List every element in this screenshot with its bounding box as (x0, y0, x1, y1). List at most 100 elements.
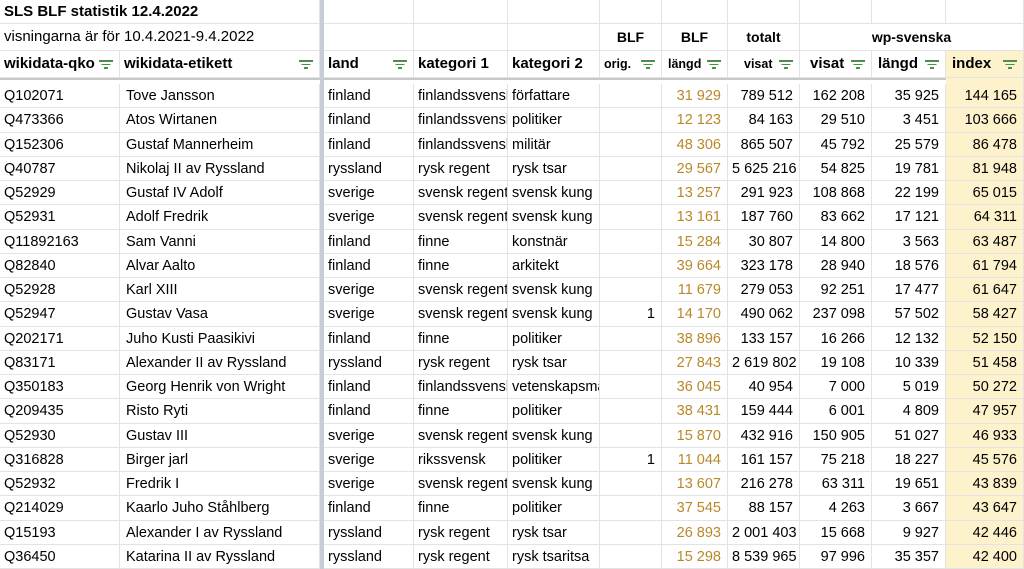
cell-qko[interactable]: Q350183 (0, 375, 120, 400)
cell-orig[interactable] (600, 84, 662, 109)
cell-etikett[interactable]: Gustaf Mannerheim (120, 132, 320, 157)
empty-cell[interactable] (800, 0, 872, 24)
cell-etikett[interactable]: Adolf Fredrik (120, 205, 320, 230)
cell-index[interactable]: 61 794 (946, 253, 1024, 278)
cell-wp-visat[interactable]: 28 940 (800, 253, 872, 278)
cell-wp-langd[interactable]: 35 925 (872, 84, 946, 109)
cell-kategori-2[interactable]: svensk kung (508, 302, 600, 327)
cell-wp-visat[interactable]: 162 208 (800, 84, 872, 109)
cell-blf-langd[interactable]: 13 257 (662, 181, 728, 206)
cell-totalt-visat[interactable]: 291 923 (728, 181, 800, 206)
cell-qko[interactable]: Q52930 (0, 423, 120, 448)
header-orig[interactable]: orig. (600, 51, 662, 78)
cell-blf-langd[interactable]: 38 431 (662, 399, 728, 424)
cell-kategori-1[interactable]: rysk regent (414, 520, 508, 545)
cell-blf-langd[interactable]: 29 567 (662, 156, 728, 181)
cell-wp-langd[interactable]: 5 019 (872, 375, 946, 400)
cell-totalt-visat[interactable]: 30 807 (728, 229, 800, 254)
cell-kategori-2[interactable]: svensk kung (508, 423, 600, 448)
cell-land[interactable]: sverige (324, 278, 414, 303)
cell-qko[interactable]: Q40787 (0, 156, 120, 181)
cell-wp-visat[interactable]: 45 792 (800, 132, 872, 157)
cell-blf-langd[interactable]: 15 870 (662, 423, 728, 448)
cell-index[interactable]: 43 647 (946, 496, 1024, 521)
cell-wp-visat[interactable]: 7 000 (800, 375, 872, 400)
cell-land[interactable]: finland (324, 399, 414, 424)
cell-kategori-1[interactable]: rysk regent (414, 544, 508, 569)
cell-kategori-2[interactable]: vetenskapsman (508, 375, 600, 400)
cell-kategori-1[interactable]: svensk regent (414, 423, 508, 448)
cell-index[interactable]: 45 576 (946, 447, 1024, 472)
cell-kategori-2[interactable]: svensk kung (508, 278, 600, 303)
cell-totalt-visat[interactable]: 8 539 965 (728, 544, 800, 569)
cell-wp-visat[interactable]: 97 996 (800, 544, 872, 569)
cell-kategori-1[interactable]: rysk regent (414, 156, 508, 181)
cell-land[interactable]: sverige (324, 447, 414, 472)
cell-land[interactable]: finland (324, 375, 414, 400)
cell-kategori-1[interactable]: rysk regent (414, 350, 508, 375)
cell-kategori-2[interactable]: politiker (508, 399, 600, 424)
cell-etikett[interactable]: Gustav Vasa (120, 302, 320, 327)
filter-icon[interactable] (851, 60, 865, 69)
cell-index[interactable]: 63 487 (946, 229, 1024, 254)
header-qko[interactable]: wikidata-qko (0, 51, 120, 78)
empty-cell[interactable] (872, 0, 946, 24)
filter-icon[interactable] (299, 60, 313, 69)
cell-qko[interactable]: Q316828 (0, 447, 120, 472)
group-blf-orig[interactable]: BLF (600, 24, 662, 51)
cell-index[interactable]: 58 427 (946, 302, 1024, 327)
cell-land[interactable]: sverige (324, 472, 414, 497)
cell-qko[interactable]: Q152306 (0, 132, 120, 157)
cell-totalt-visat[interactable]: 40 954 (728, 375, 800, 400)
cell-qko[interactable]: Q52947 (0, 302, 120, 327)
cell-blf-langd[interactable]: 48 306 (662, 132, 728, 157)
cell-wp-langd[interactable]: 19 651 (872, 472, 946, 497)
filter-icon[interactable] (641, 60, 655, 69)
cell-totalt-visat[interactable]: 159 444 (728, 399, 800, 424)
cell-blf-langd[interactable]: 26 893 (662, 520, 728, 545)
cell-wp-langd[interactable]: 17 477 (872, 278, 946, 303)
empty-cell[interactable] (508, 24, 600, 51)
cell-land[interactable]: ryssland (324, 156, 414, 181)
cell-blf-langd[interactable]: 11 679 (662, 278, 728, 303)
group-wp-svenska[interactable]: wp-svenska (800, 24, 1024, 51)
header-index[interactable]: index (946, 51, 1024, 78)
cell-etikett[interactable]: Atos Wirtanen (120, 108, 320, 133)
cell-kategori-1[interactable]: finne (414, 229, 508, 254)
cell-orig[interactable] (600, 472, 662, 497)
cell-etikett[interactable]: Katarina II av Ryssland (120, 544, 320, 569)
cell-kategori-1[interactable]: finne (414, 326, 508, 351)
cell-etikett[interactable]: Georg Henrik von Wright (120, 375, 320, 400)
cell-wp-langd[interactable]: 3 451 (872, 108, 946, 133)
cell-wp-langd[interactable]: 9 927 (872, 520, 946, 545)
header-wp-langd[interactable]: längd (872, 51, 946, 78)
cell-land[interactable]: finland (324, 229, 414, 254)
cell-land[interactable]: finland (324, 326, 414, 351)
cell-kategori-2[interactable]: svensk kung (508, 181, 600, 206)
cell-wp-langd[interactable]: 12 132 (872, 326, 946, 351)
cell-etikett[interactable]: Gustaf IV Adolf (120, 181, 320, 206)
cell-blf-langd[interactable]: 15 284 (662, 229, 728, 254)
cell-land[interactable]: sverige (324, 181, 414, 206)
cell-qko[interactable]: Q102071 (0, 84, 120, 109)
cell-wp-langd[interactable]: 18 576 (872, 253, 946, 278)
cell-blf-langd[interactable]: 38 896 (662, 326, 728, 351)
cell-orig[interactable] (600, 181, 662, 206)
cell-wp-visat[interactable]: 150 905 (800, 423, 872, 448)
cell-etikett[interactable]: Birger jarl (120, 447, 320, 472)
filter-icon[interactable] (393, 60, 407, 69)
cell-qko[interactable]: Q214029 (0, 496, 120, 521)
cell-index[interactable]: 65 015 (946, 181, 1024, 206)
cell-kategori-2[interactable]: rysk tsaritsa (508, 544, 600, 569)
cell-land[interactable]: ryssland (324, 544, 414, 569)
cell-qko[interactable]: Q52932 (0, 472, 120, 497)
cell-land[interactable]: finland (324, 84, 414, 109)
filter-icon[interactable] (99, 60, 113, 69)
cell-kategori-2[interactable]: svensk kung (508, 472, 600, 497)
cell-wp-langd[interactable]: 57 502 (872, 302, 946, 327)
sheet-title[interactable]: SLS BLF statistik 12.4.2022 (0, 0, 320, 24)
cell-kategori-1[interactable]: finne (414, 496, 508, 521)
cell-kategori-1[interactable]: rikssvensk (414, 447, 508, 472)
cell-etikett[interactable]: Juho Kusti Paasikivi (120, 326, 320, 351)
cell-etikett[interactable]: Alexander I av Ryssland (120, 520, 320, 545)
